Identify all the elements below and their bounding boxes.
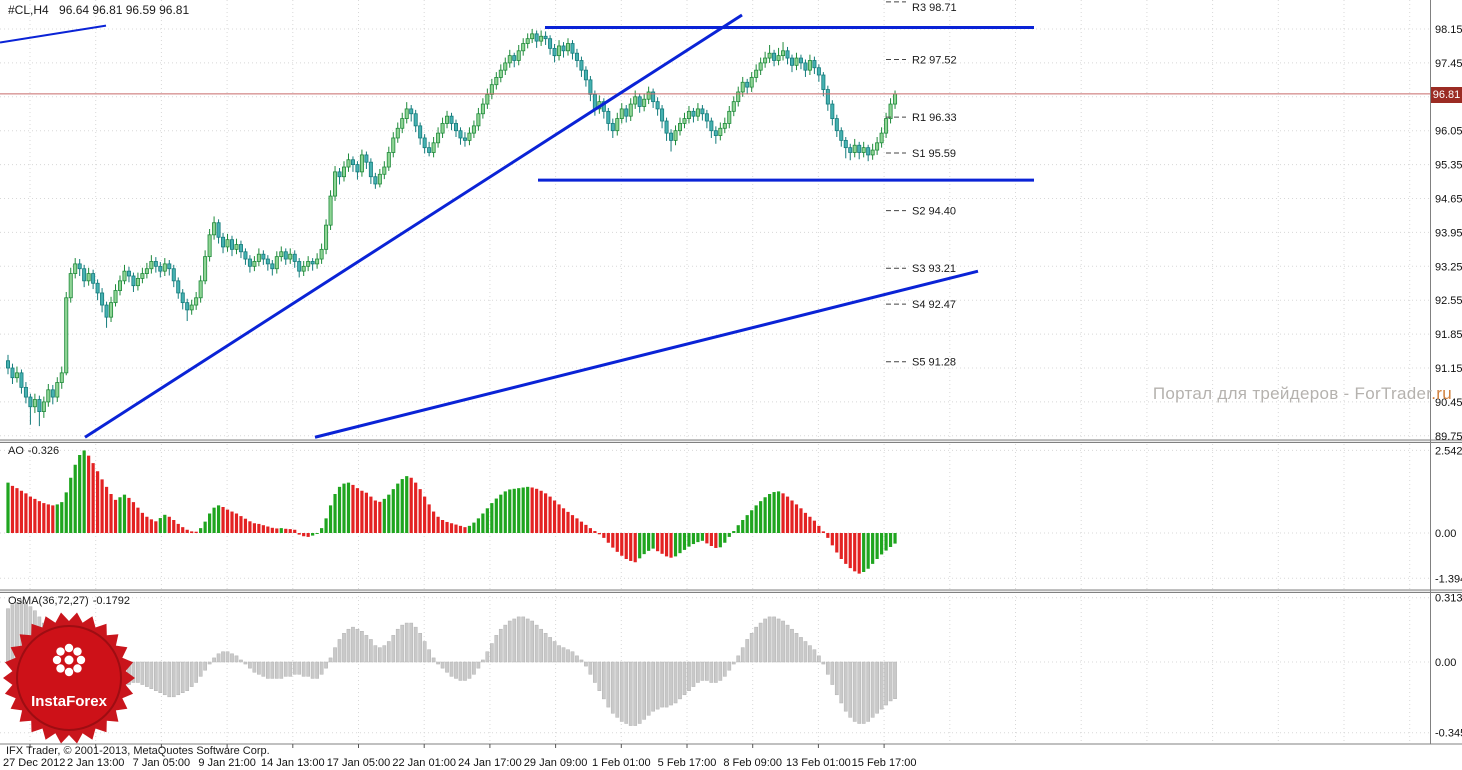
instaforex-emblem-icon <box>52 643 86 677</box>
ohlc-readout: 96.64 96.81 96.59 96.81 <box>59 3 190 17</box>
time-tick-label: 13 Feb 01:00 <box>786 757 851 769</box>
price-tick-label: 91.15 <box>1435 363 1462 375</box>
time-tick-label: 14 Jan 13:00 <box>261 757 325 769</box>
price-tick-label: 95.35 <box>1435 160 1462 172</box>
price-tick-label: 90.45 <box>1435 397 1462 409</box>
price-tick-label: 91.85 <box>1435 329 1462 341</box>
pivot-levels: R3 98.71 R2 97.52 R1 96.33 S1 95.59 S2 94.40… <box>886 1 957 369</box>
price-tick-label: 94.65 <box>1435 194 1462 206</box>
pivot-label: S5 91.28 <box>912 357 956 369</box>
osma-indicator-name: OsMA(36,72,27) <box>8 595 89 607</box>
watermark-suffix: .ru <box>1431 384 1452 403</box>
time-tick-label: 8 Feb 09:00 <box>723 757 782 769</box>
price-tick-label: 96.05 <box>1435 126 1462 138</box>
pivot-label: S2 94.40 <box>912 206 956 218</box>
time-tick-label: 17 Jan 05:00 <box>327 757 391 769</box>
candlesticks <box>6 29 898 427</box>
price-tick-label: 92.55 <box>1435 295 1462 307</box>
time-tick-label: 27 Dec 2012 <box>3 757 65 769</box>
ao-indicator-value: -0.326 <box>27 445 60 457</box>
price-tick-label: 98.15 <box>1435 24 1462 36</box>
instaforex-logo: InstaForex <box>3 612 135 744</box>
time-tick-label: 5 Feb 17:00 <box>658 757 717 769</box>
price-scale[interactable]: 98.1597.4596.7596.0595.3594.6593.9593.25… <box>1435 24 1462 740</box>
ao-indicator-label: AO -0.326 <box>8 445 63 457</box>
osma-indicator-label: OsMA(36,72,27) -0.1792 <box>8 595 134 607</box>
uptrend-line-steep[interactable] <box>84 13 743 439</box>
time-tick-label: 1 Feb 01:00 <box>592 757 651 769</box>
panel-separator[interactable] <box>0 440 1462 443</box>
time-tick-label: 15 Feb 17:00 <box>852 757 917 769</box>
time-tick-label: 29 Jan 09:00 <box>524 757 588 769</box>
ao-indicator-name: AO <box>8 445 24 457</box>
osma-indicator-value: -0.1792 <box>92 595 131 607</box>
grid <box>0 0 1430 744</box>
copyright-text: IFX Trader, © 2001-2013, MetaQuotes Soft… <box>6 745 270 757</box>
ao-histogram <box>6 450 897 574</box>
price-tick-label: 97.45 <box>1435 58 1462 70</box>
time-tick-label: 2 Jan 13:00 <box>67 757 125 769</box>
pivot-label: S1 95.59 <box>912 148 956 160</box>
osma-tick-label: 0.3136 <box>1435 593 1462 605</box>
uptrend-line-shallow[interactable] <box>314 269 979 439</box>
watermark-text: Портал для трейдеров - ForTrader <box>1152 384 1432 403</box>
time-scale[interactable]: 27 Dec 2012 2 Jan 13:00 7 Jan 05:00 9 Jan 2… <box>3 744 917 769</box>
price-tick-label: 93.95 <box>1435 227 1462 239</box>
osma-histogram <box>6 600 897 726</box>
symbol-timeframe: #CL,H4 <box>8 3 49 17</box>
time-tick-label: 9 Jan 21:00 <box>198 757 256 769</box>
time-tick-label: 24 Jan 17:00 <box>458 757 522 769</box>
ao-tick-label: -1.394 <box>1435 573 1462 585</box>
instaforex-logo-text: InstaForex <box>31 693 108 710</box>
ao-tick-label: 2.542 <box>1435 445 1462 457</box>
chart-header: #CL,H4 96.64 96.81 96.59 96.81 <box>8 3 189 17</box>
pivot-label: S3 93.21 <box>912 263 956 275</box>
panel-separator[interactable] <box>0 590 1462 593</box>
pivot-label: R3 98.71 <box>912 2 957 14</box>
pivot-label: S4 92.47 <box>912 299 956 311</box>
time-tick-label: 7 Jan 05:00 <box>133 757 191 769</box>
pivot-label: R1 96.33 <box>912 112 957 124</box>
osma-tick-label: 0.00 <box>1435 657 1456 669</box>
price-tick-label: 89.75 <box>1435 431 1462 443</box>
price-badge: 96.81 <box>1431 87 1462 103</box>
trendline-upper-left[interactable] <box>0 24 107 44</box>
price-tick-label: 93.25 <box>1435 261 1462 273</box>
pivot-label: R2 97.52 <box>912 55 957 67</box>
osma-tick-label: -0.3451 <box>1435 728 1462 740</box>
ao-tick-label: 0.00 <box>1435 528 1456 540</box>
watermark: Портал для трейдеров - ForTrader.ru <box>1153 384 1452 404</box>
time-tick-label: 22 Jan 01:00 <box>392 757 456 769</box>
